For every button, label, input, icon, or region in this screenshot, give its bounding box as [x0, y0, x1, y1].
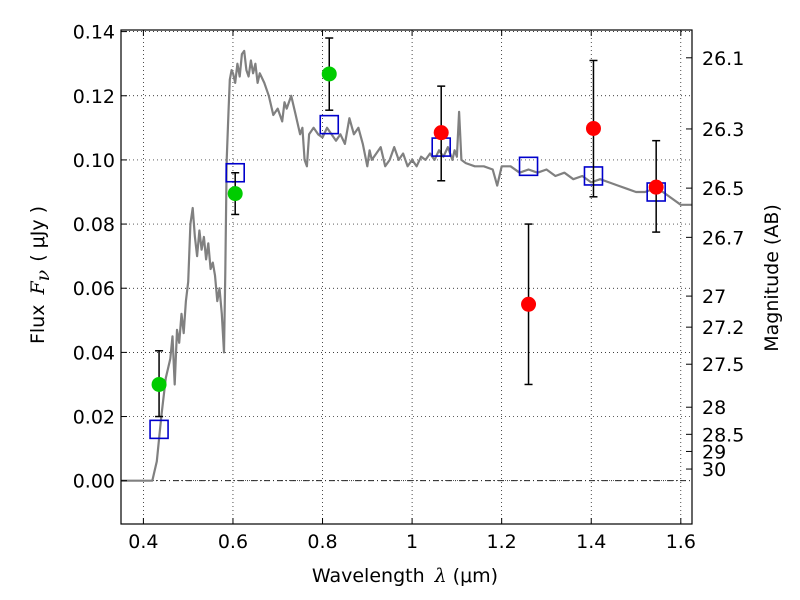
y2-tick-label: 27	[702, 286, 726, 308]
observed-flux-point	[321, 66, 337, 82]
y-tick-label: 0.12	[73, 86, 115, 108]
axis-labels: Wavelength λ (μm) FluxFν( μJy ) Magnitude …	[27, 204, 783, 587]
model-photometry-square	[149, 419, 169, 440]
y-tick-label: 0.14	[73, 22, 115, 44]
x-tick-label: 1	[406, 531, 418, 553]
y-tick-label: 0.02	[73, 407, 115, 429]
y-tick-label: 0.06	[73, 278, 115, 300]
observed-flux-point	[521, 296, 537, 312]
x-tick-label: 1.6	[666, 531, 696, 553]
observed-flux-point	[151, 376, 167, 392]
observed-flux-point	[433, 125, 449, 141]
x-tick-label: 0.8	[307, 531, 337, 553]
observed-flux-point	[227, 186, 243, 202]
x-tick-label: 0.4	[128, 531, 158, 553]
y2-axis-label: Magnitude (AB)	[761, 204, 783, 352]
y-tick-label: 0.00	[73, 471, 115, 493]
model-photometry-square	[319, 114, 340, 135]
observed-flux-point	[585, 120, 601, 136]
y2-tick-label: 27.2	[702, 317, 744, 339]
y2-tick-label: 26.7	[702, 227, 744, 249]
y-tick-label: 0.10	[73, 150, 115, 172]
model-photometry-square	[518, 156, 539, 177]
y-tick-label: 0.04	[73, 342, 115, 364]
y-tick-label: 0.08	[73, 214, 115, 236]
x-tick-label: 0.6	[218, 531, 248, 553]
axis-ticks: 0.4 0.6 0.8 1 1.2 1.4 1.6 0.00 0.02 0.04 0.06 0.08 0…	[73, 22, 745, 553]
y2-tick-label: 28.5	[702, 424, 744, 446]
y2-tick-label: 26.1	[702, 48, 744, 70]
y-axis-label: FluxFν( μJy )	[27, 206, 54, 344]
observed-flux-point	[648, 179, 664, 195]
model-spectrum-line	[121, 49, 692, 482]
y2-tick-label: 26.3	[702, 119, 744, 141]
y2-tick-label: 30	[702, 459, 726, 481]
plot-frame	[120, 29, 693, 525]
x-tick-label: 1.4	[576, 531, 606, 553]
x-axis-label: Wavelength λ (μm)	[312, 565, 498, 587]
y2-tick-label: 29	[702, 441, 726, 463]
y2-tick-label: 26.5	[702, 178, 744, 200]
series-layer	[121, 37, 692, 482]
y2-tick-label: 27.5	[702, 354, 744, 376]
y2-tick-label: 28	[702, 397, 726, 419]
x-tick-label: 1.2	[487, 531, 517, 553]
